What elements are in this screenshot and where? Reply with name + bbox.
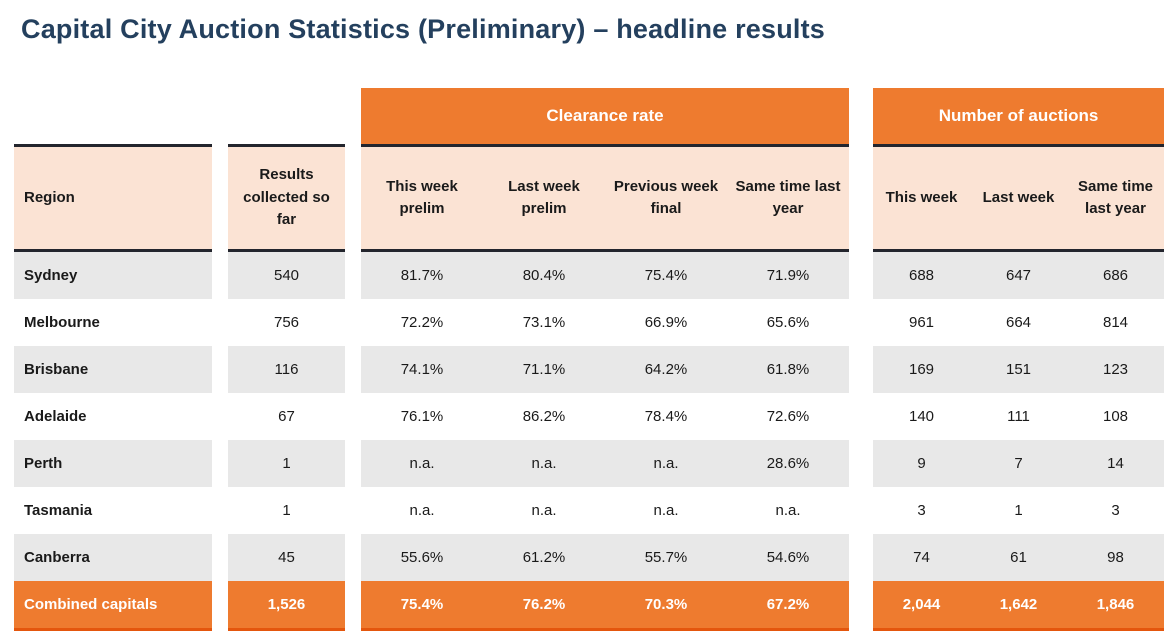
column-header-this-week-auctions: This week (873, 144, 970, 249)
value-cell: 61.8% (727, 346, 849, 393)
value-cell: 55.7% (605, 534, 727, 581)
value-cell: 1,846 (1067, 581, 1164, 631)
region-cell: Adelaide (14, 393, 212, 440)
value-cell: 7 (970, 440, 1067, 487)
region-cell: Melbourne (14, 299, 212, 346)
value-cell: 647 (970, 249, 1067, 299)
value-cell: 116 (228, 346, 345, 393)
group-header-number-of-auctions: Number of auctions (873, 88, 1164, 144)
value-cell: 66.9% (605, 299, 727, 346)
value-cell: 3 (873, 487, 970, 534)
value-cell: 64.2% (605, 346, 727, 393)
value-cell: 9 (873, 440, 970, 487)
table-row: Tasmania 1 n.a. n.a. n.a. n.a. 3 1 3 (14, 487, 1164, 534)
value-cell: 1 (228, 440, 345, 487)
table-row: Brisbane 116 74.1% 71.1% 64.2% 61.8% 169 151 123 (14, 346, 1164, 393)
value-cell: 86.2% (483, 393, 605, 440)
value-cell: 61.2% (483, 534, 605, 581)
value-cell: 75.4% (361, 581, 483, 631)
value-cell: 14 (1067, 440, 1164, 487)
column-header-results-collected: Results collected so far (228, 144, 345, 249)
value-cell: 28.6% (727, 440, 849, 487)
value-cell: 76.1% (361, 393, 483, 440)
value-cell: 123 (1067, 346, 1164, 393)
value-cell: 961 (873, 299, 970, 346)
value-cell: 81.7% (361, 249, 483, 299)
value-cell: 814 (1067, 299, 1164, 346)
column-header-this-week-prelim: This week prelim (361, 144, 483, 249)
column-header-same-time-last-year-auctions: Same time last year (1067, 144, 1164, 249)
column-header-last-week-auctions: Last week (970, 144, 1067, 249)
region-cell: Tasmania (14, 487, 212, 534)
value-cell: 71.1% (483, 346, 605, 393)
value-cell: 2,044 (873, 581, 970, 631)
value-cell: n.a. (727, 487, 849, 534)
value-cell: 55.6% (361, 534, 483, 581)
value-cell: 73.1% (483, 299, 605, 346)
value-cell: 3 (1067, 487, 1164, 534)
value-cell: 67.2% (727, 581, 849, 631)
value-cell: 1 (970, 487, 1067, 534)
value-cell: 78.4% (605, 393, 727, 440)
auction-stats-table: Clearance rate Number of auctions Region… (14, 88, 1164, 631)
value-cell: 111 (970, 393, 1067, 440)
value-cell: 72.6% (727, 393, 849, 440)
group-header-spacer (14, 88, 361, 144)
value-cell: 74.1% (361, 346, 483, 393)
column-header-previous-week-final: Previous week final (605, 144, 727, 249)
value-cell: 686 (1067, 249, 1164, 299)
column-header-same-time-last-year-clearance: Same time last year (727, 144, 849, 249)
table-row: Combined capitals 1,526 75.4% 76.2% 70.3% 67.… (14, 581, 1164, 631)
value-cell: 67 (228, 393, 345, 440)
value-cell: 74 (873, 534, 970, 581)
value-cell: n.a. (361, 440, 483, 487)
column-header-row: Region Results collected so far This wee… (14, 144, 1164, 249)
value-cell: 61 (970, 534, 1067, 581)
page-title: Capital City Auction Statistics (Prelimi… (21, 14, 826, 44)
value-cell: 1,526 (228, 581, 345, 631)
value-cell: 98 (1067, 534, 1164, 581)
value-cell: n.a. (361, 487, 483, 534)
value-cell: 140 (873, 393, 970, 440)
table-row: Melbourne 756 72.2% 73.1% 66.9% 65.6% 961 664 81… (14, 299, 1164, 346)
value-cell: 54.6% (727, 534, 849, 581)
value-cell: 108 (1067, 393, 1164, 440)
region-cell: Canberra (14, 534, 212, 581)
group-header-row: Clearance rate Number of auctions (14, 88, 1164, 144)
value-cell: 70.3% (605, 581, 727, 631)
value-cell: 1,642 (970, 581, 1067, 631)
value-cell: 169 (873, 346, 970, 393)
value-cell: 664 (970, 299, 1067, 346)
value-cell: n.a. (483, 487, 605, 534)
table-row: Sydney 540 81.7% 80.4% 75.4% 71.9% 688 647 686 (14, 249, 1164, 299)
value-cell: 688 (873, 249, 970, 299)
table-row: Perth 1 n.a. n.a. n.a. 28.6% 9 7 14 (14, 440, 1164, 487)
value-cell: 1 (228, 487, 345, 534)
table-row: Adelaide 67 76.1% 86.2% 78.4% 72.6% 140 111 108 (14, 393, 1164, 440)
column-header-region: Region (14, 144, 212, 249)
value-cell: 72.2% (361, 299, 483, 346)
value-cell: 151 (970, 346, 1067, 393)
table-row: Canberra 45 55.6% 61.2% 55.7% 54.6% 74 61 98 (14, 534, 1164, 581)
value-cell: n.a. (483, 440, 605, 487)
value-cell: 756 (228, 299, 345, 346)
value-cell: n.a. (605, 440, 727, 487)
value-cell: 540 (228, 249, 345, 299)
table-body: Sydney 540 81.7% 80.4% 75.4% 71.9% 688 647 686 Me… (14, 249, 1164, 631)
value-cell: 80.4% (483, 249, 605, 299)
value-cell: n.a. (605, 487, 727, 534)
region-cell: Sydney (14, 249, 212, 299)
value-cell: 76.2% (483, 581, 605, 631)
region-cell: Perth (14, 440, 212, 487)
column-header-last-week-prelim: Last week prelim (483, 144, 605, 249)
value-cell: 45 (228, 534, 345, 581)
value-cell: 65.6% (727, 299, 849, 346)
region-cell: Brisbane (14, 346, 212, 393)
value-cell: 75.4% (605, 249, 727, 299)
region-cell: Combined capitals (14, 581, 212, 631)
value-cell: 71.9% (727, 249, 849, 299)
group-header-clearance-rate: Clearance rate (361, 88, 849, 144)
